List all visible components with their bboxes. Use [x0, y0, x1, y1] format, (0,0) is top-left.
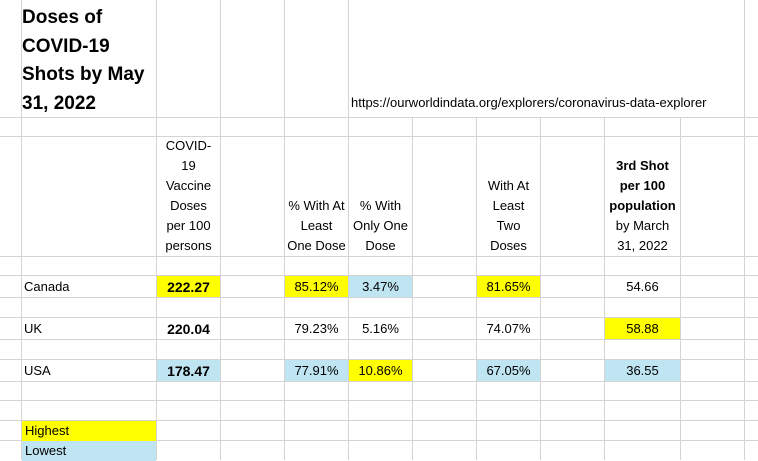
header-third-shot-line: 3rd Shot — [616, 158, 669, 173]
header-only-one-line: Only One — [353, 218, 408, 233]
gridline — [412, 0, 413, 460]
header-at-least-one[interactable]: % With At Least One Dose — [285, 137, 348, 256]
header-two-doses-line: Least — [492, 198, 525, 213]
cell-at-least-one[interactable]: 85.12% — [285, 276, 348, 297]
cell-two-doses[interactable]: 67.05% — [477, 360, 540, 381]
header-doses-line: per 100 — [166, 218, 211, 233]
sheet-title: Doses of COVID-19 Shots by May 31, 2022 — [22, 7, 145, 114]
header-third-shot[interactable]: 3rd Shot per 100 population by March 31,… — [605, 137, 680, 256]
cell-at-least-one[interactable]: 77.91% — [285, 360, 348, 381]
country-label: USA — [24, 363, 51, 378]
header-at-least-one-line: Least — [300, 218, 333, 233]
country-label: UK — [24, 321, 43, 336]
header-two-doses[interactable]: With At Least Two Doses — [477, 137, 540, 256]
gridline — [0, 381, 758, 382]
header-at-least-one-line: One Dose — [287, 238, 346, 253]
header-third-shot-line: per 100 — [619, 178, 666, 193]
header-at-least-one-line: % With At — [288, 198, 345, 213]
header-third-shot-line: population — [609, 198, 676, 213]
blank-cell[interactable] — [285, 0, 348, 117]
gridline — [0, 275, 758, 276]
gridline — [0, 420, 758, 421]
gridline — [0, 297, 758, 298]
header-doses-line: Doses — [170, 198, 207, 213]
header-doses-line: 19 — [181, 158, 196, 173]
header-doses-line: COVID- — [165, 138, 212, 153]
cell-doses[interactable]: 222.27 — [157, 276, 220, 297]
header-doses[interactable]: COVID- 19 Vaccine Doses per 100 persons — [157, 137, 220, 256]
gridline — [540, 0, 541, 460]
gridline — [0, 400, 758, 401]
gridline — [220, 0, 221, 460]
title-cell[interactable] — [22, 0, 156, 117]
gridline — [348, 0, 349, 460]
country-label: Canada — [24, 279, 70, 294]
header-only-one-line: Dose — [365, 238, 396, 253]
cell-only-one[interactable]: 5.16% — [362, 320, 399, 336]
header-two-doses-line: Doses — [490, 238, 527, 253]
header-only-one-line: % With — [359, 198, 402, 213]
gridline — [476, 0, 477, 460]
cell-only-one[interactable]: 3.47% — [349, 276, 412, 297]
gridline — [0, 256, 758, 257]
source-url: https://ourworldindata.org/explorers/cor… — [351, 95, 707, 110]
gridline — [0, 136, 758, 137]
cell-third-shot[interactable]: 58.88 — [605, 318, 680, 339]
blank-cell[interactable] — [157, 0, 220, 117]
cell-only-one[interactable]: 10.86% — [349, 360, 412, 381]
cell-third-shot[interactable]: 54.66 — [626, 278, 659, 294]
header-only-one[interactable]: % With Only One Dose — [349, 137, 412, 256]
cell-third-shot[interactable]: 36.55 — [605, 360, 680, 381]
gridline — [0, 317, 758, 318]
cell-doses[interactable]: 178.47 — [157, 360, 220, 381]
header-third-shot-line: 31, 2022 — [617, 238, 668, 253]
blank-cell[interactable] — [221, 0, 284, 117]
cell-doses[interactable]: 220.04 — [167, 320, 210, 337]
header-third-shot-line: by March — [615, 218, 670, 233]
cell-two-doses[interactable]: 74.07% — [486, 320, 531, 336]
header-two-doses-line: Two — [496, 218, 521, 233]
gridline — [21, 0, 22, 460]
gridline — [156, 0, 157, 460]
gridline — [604, 0, 605, 460]
header-doses-line: Vaccine — [165, 178, 212, 193]
cell-two-doses[interactable]: 81.65% — [477, 276, 540, 297]
legend-highest: Highest — [22, 421, 156, 441]
gridline — [0, 359, 758, 360]
gridline — [744, 0, 745, 460]
url-cell[interactable] — [349, 0, 744, 117]
gridline — [0, 339, 758, 340]
gridline — [284, 0, 285, 460]
legend-lowest: Lowest — [22, 441, 156, 461]
header-doses-line: persons — [165, 238, 212, 253]
gridline — [0, 440, 758, 441]
cell-at-least-one[interactable]: 79.23% — [294, 320, 339, 336]
gridline — [680, 0, 681, 460]
gridline — [0, 117, 758, 118]
header-two-doses-line: With At — [487, 178, 530, 193]
